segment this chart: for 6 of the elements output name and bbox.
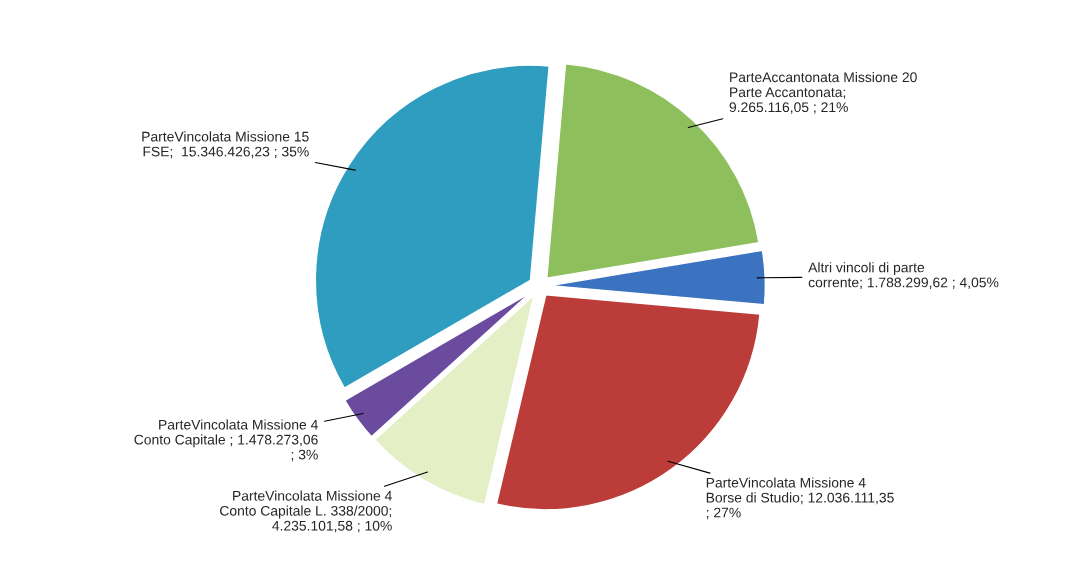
slice-label: Altri vincoli di parte corrente; 1.788.299,62 ; 4,05% (808, 262, 999, 289)
slice-label: ParteVincolata Missione 4 Conto Capitale ; 1.478.273,06 ; 3% (134, 419, 318, 462)
slice-label: ParteVincolata Missione 4 Borse di Studio; 12.036.111,35 ; 27% (706, 477, 894, 520)
slice-label: ParteVincolata Missione 15 FSE; 15.346.426,23 ; 35% (142, 131, 309, 159)
slice-label: ParteAccantonata Missione 20 Parte Accantonata; 9.265.116,05 ; 21% (729, 71, 917, 114)
slice-label: ParteVincolata Missione 4 Conto Capitale L. 338/2000; 4.235.101,58 ; 10% (220, 490, 392, 533)
